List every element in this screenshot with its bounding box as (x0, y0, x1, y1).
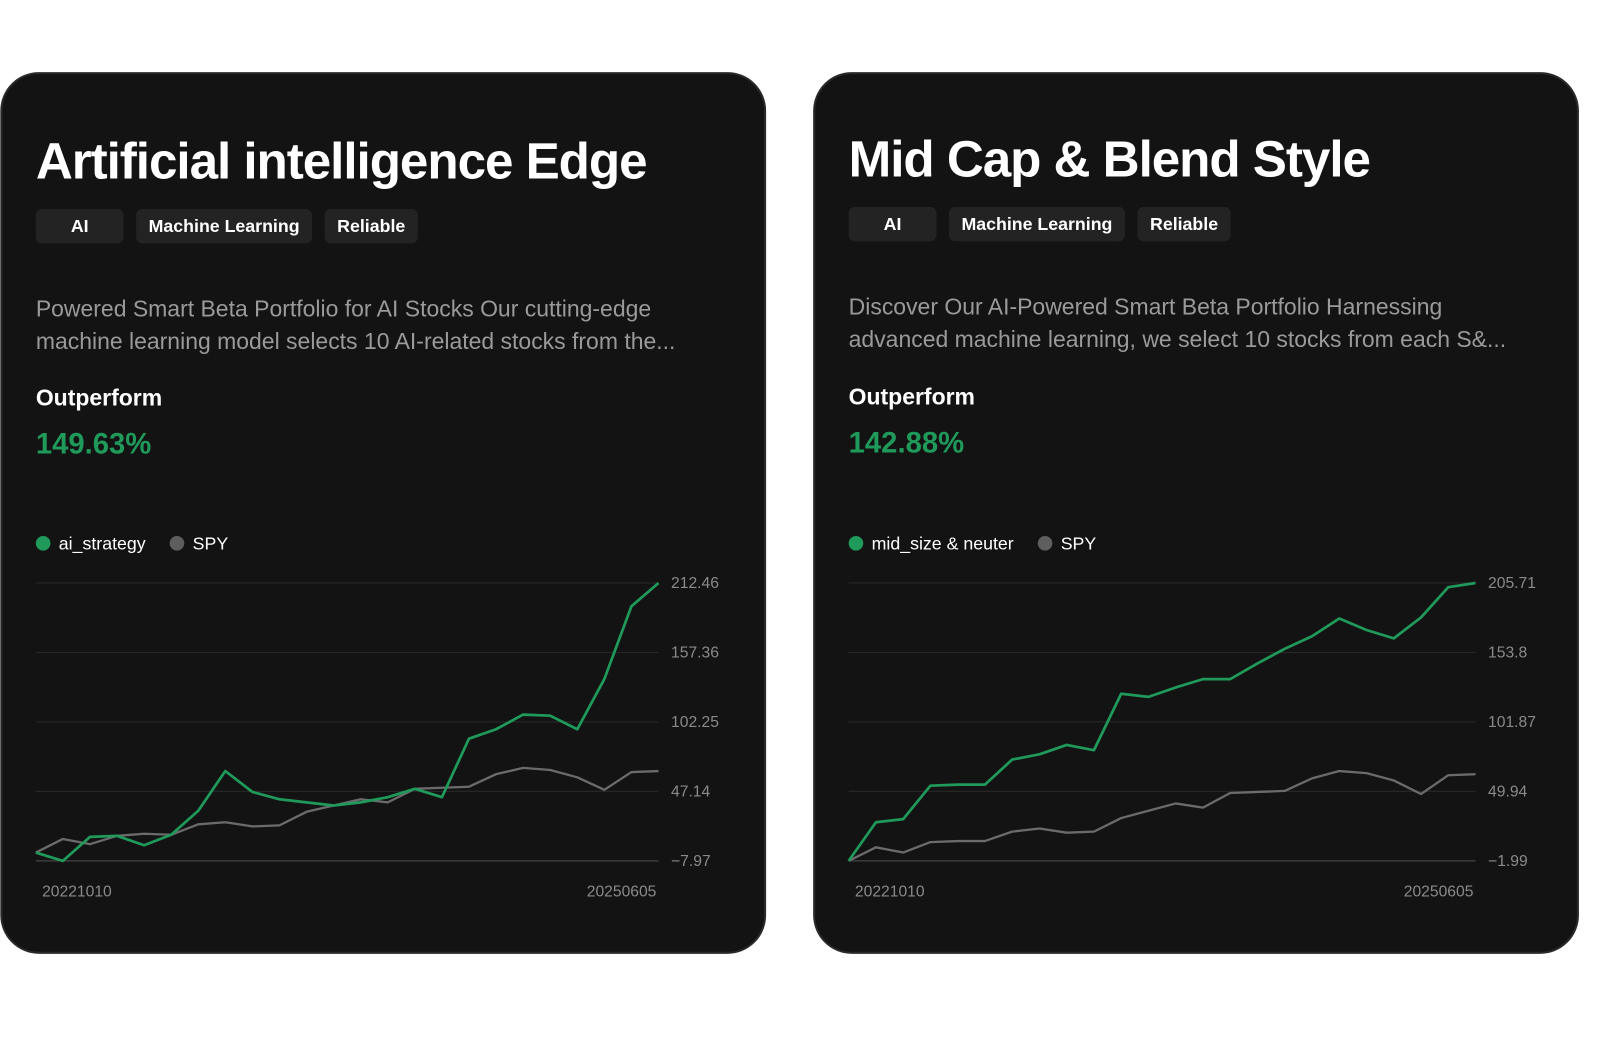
card-description: machine learning model selects 10 AI-rel… (36, 328, 676, 354)
legend-label: mid_size & neuter (872, 534, 1014, 555)
y-tick-label: 102.25 (671, 714, 719, 731)
tag-label: Reliable (1150, 214, 1218, 234)
card-title: Mid Cap & Blend Style (849, 131, 1370, 188)
card-description: advanced machine learning, we select 10 … (849, 326, 1507, 352)
tag: Machine Learning (136, 208, 313, 244)
tag-background (948, 206, 1125, 242)
y-tick-label: 47.14 (671, 784, 710, 801)
y-tick-label: 212.46 (671, 575, 719, 592)
y-tick-label: −1.99 (1488, 853, 1528, 870)
legend-item: SPY (169, 534, 229, 554)
tag: AI (35, 208, 124, 244)
legend-swatch (848, 535, 864, 551)
tag-label: AI (71, 216, 89, 236)
legend-swatch (35, 535, 51, 551)
series-line (35, 766, 659, 854)
x-tick-label: 20221010 (42, 883, 112, 900)
y-tick-label: −7.97 (671, 853, 711, 870)
legend-label: SPY (193, 534, 229, 554)
tag-background (1137, 206, 1231, 242)
metric-value: 149.63% (36, 428, 151, 460)
metric-value: 142.88% (849, 427, 964, 459)
y-tick-label: 49.94 (1488, 784, 1527, 801)
card-title: Artificial intelligence Edge (36, 133, 647, 190)
legend-item: ai_strategy (35, 534, 146, 555)
tag: Reliable (324, 208, 418, 244)
y-tick-label: 101.87 (1488, 714, 1536, 731)
card: Artificial intelligence Edge AI Machine Le… (0, 72, 767, 954)
card-description: Discover Our AI-Powered Smart Beta Portf… (849, 293, 1443, 319)
legend-item: SPY (1037, 534, 1097, 554)
tag: Machine Learning (948, 206, 1125, 242)
legend-item: mid_size & neuter (848, 534, 1014, 555)
chart: ai_strategy SPY −7.97 47.14 102.25 157.36 212.… (35, 534, 719, 900)
series-line (35, 581, 660, 863)
tag-label: Machine Learning (149, 216, 300, 236)
legend-swatch (1037, 535, 1053, 551)
card-background (0, 72, 767, 954)
series-line (848, 769, 1476, 862)
y-tick-label: 157.36 (671, 645, 719, 662)
x-tick-label: 20221010 (855, 883, 925, 900)
tag-label: Machine Learning (961, 214, 1112, 234)
tag-label: AI (884, 214, 902, 234)
card: Mid Cap & Blend Style AI Machine Learning R… (813, 72, 1579, 954)
metric-label: Outperform (36, 384, 162, 410)
card-description: Powered Smart Beta Portfolio for AI Stoc… (36, 296, 651, 322)
legend-label: SPY (1061, 534, 1097, 554)
legend-swatch (169, 535, 185, 551)
tag-background (848, 206, 937, 242)
tag: Reliable (1137, 206, 1231, 242)
y-tick-label: 205.71 (1488, 575, 1536, 592)
series-line (847, 581, 1476, 862)
tag-background (324, 208, 418, 244)
chart: mid_size & neuter SPY −1.99 49.94 101.87 153.… (847, 534, 1536, 900)
y-tick-label: 153.8 (1488, 645, 1527, 662)
tag-background (136, 208, 313, 244)
tag-label: Reliable (337, 216, 405, 236)
tag: AI (848, 206, 937, 242)
metric-label: Outperform (849, 383, 975, 409)
x-tick-label: 20250605 (1404, 883, 1474, 900)
card-background (813, 72, 1579, 954)
tag-background (35, 208, 124, 244)
legend-label: ai_strategy (59, 534, 146, 555)
x-tick-label: 20250605 (587, 883, 657, 900)
